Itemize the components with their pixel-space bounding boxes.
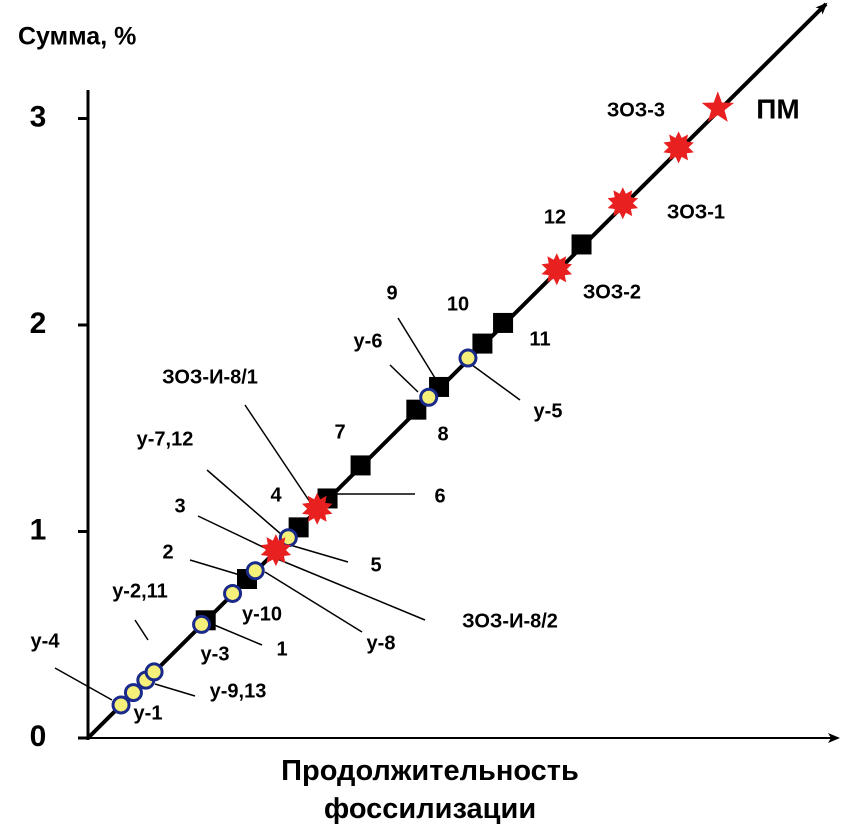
point-label: 5 [370,554,381,576]
circle-marker [223,583,243,603]
square-marker [350,455,371,476]
burst-marker [607,187,639,220]
leader-line [211,623,263,646]
point-label: 9 [386,282,397,304]
point-label: у-7,12 [137,428,194,450]
square-marker [472,333,493,354]
leader-line [397,317,436,379]
point-label: 11 [529,328,550,350]
point-label: ЗОЗ-И-8/2 [462,610,558,632]
y-tick-label: 3 [30,100,47,133]
y-tick-label: 2 [30,307,47,340]
y-tick-label: 1 [30,513,47,546]
point-label: 7 [334,421,345,443]
point-label: 4 [270,484,282,506]
point-label: у-4 [31,630,61,652]
circle-marker [111,695,131,715]
point-label: ЗОЗ-И-8/1 [162,366,258,388]
burst-marker [260,534,292,567]
leader-line [274,557,426,621]
leader-line [389,364,419,393]
point-label: ЗОЗ-1 [667,201,725,223]
point-label: 10 [447,293,469,315]
point-label: у-1 [134,702,163,724]
point-label: у-6 [354,330,383,352]
circle-marker [123,683,143,703]
point-label: 3 [174,495,185,517]
leader-line [54,667,113,701]
burst-marker [541,253,572,286]
point-label: у-5 [534,400,563,422]
square-marker [406,399,427,420]
leader-line [134,619,149,641]
circle-marker [458,348,478,368]
circle-marker [419,387,439,407]
circle-marker [192,614,212,634]
star-marker [701,91,734,122]
circle-marker [245,561,265,581]
leader-line [189,559,241,576]
square-marker [571,234,592,255]
circle-marker [144,662,164,682]
leader-line [244,404,313,506]
y-axis-label: Сумма, % [18,23,136,51]
point-label: у-10 [242,603,282,625]
leader-line [264,571,363,633]
point-label: 6 [434,485,445,507]
point-label: 8 [437,423,448,445]
leader-line [154,683,196,697]
point-label: ЗОЗ-2 [583,281,641,303]
y-tick-label: 0 [30,720,47,753]
leader-line [206,469,283,536]
x-axis-label: Продолжительность фоссилизации [281,755,579,825]
leader-line [197,515,266,549]
square-marker [493,312,514,333]
burst-marker [302,492,333,525]
point-label: у-8 [367,632,396,654]
point-label: у-2,11 [112,580,168,602]
point-label: 1 [276,638,287,660]
point-label: у-9,13 [210,680,267,702]
leader-line [289,544,349,563]
point-label: ЗОЗ-3 [607,99,665,121]
burst-marker [663,131,694,164]
point-label: у-3 [201,643,230,665]
leader-line [467,361,521,401]
point-label: 2 [162,541,173,563]
point-label: ПМ [756,93,799,124]
point-label: 12 [544,206,566,228]
